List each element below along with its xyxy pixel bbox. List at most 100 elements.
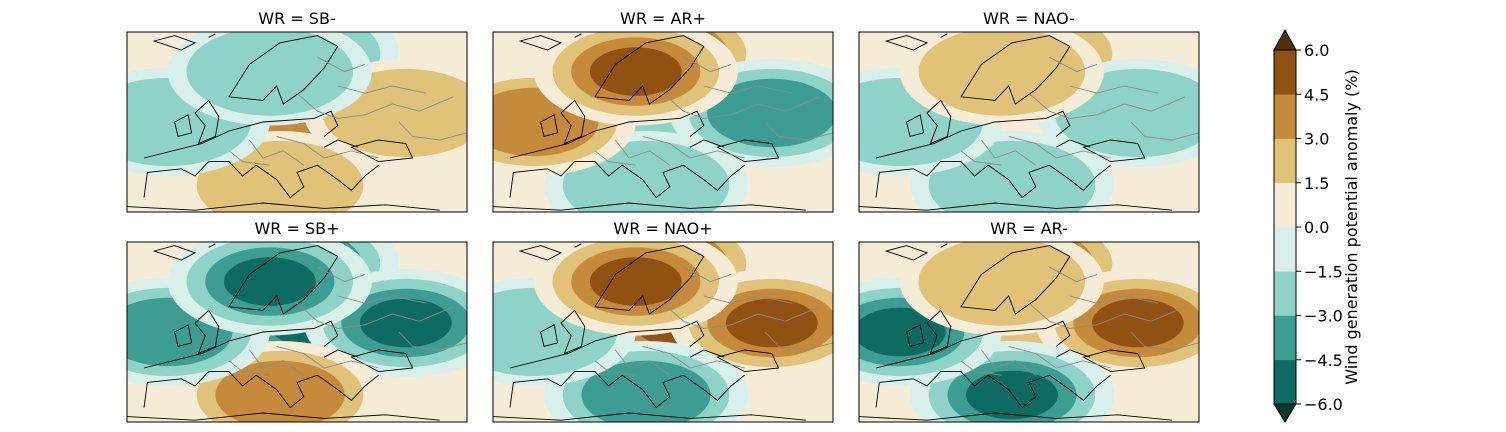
country-border <box>981 139 1037 166</box>
country-border <box>228 150 270 166</box>
map-frame <box>126 31 468 213</box>
country-border <box>1008 135 1111 159</box>
map-panels: WR = SB- WR = AR+ WR = NAO- WR = SB+ WR = NA… <box>126 9 1200 423</box>
country-border <box>594 360 636 376</box>
country-border <box>398 121 467 141</box>
country-border <box>276 345 379 369</box>
coastline <box>143 320 339 369</box>
coastline <box>1082 349 1146 373</box>
colorbar-ticks: 6.0 4.5 3.0 1.5 0.0 −1.5 −3.0 −4.5 −6.0 <box>1296 41 1343 414</box>
country-border <box>1028 302 1186 329</box>
coastline <box>875 161 1111 199</box>
coastline <box>960 35 1071 105</box>
colorbar-tick-label: 4.5 <box>1304 85 1329 104</box>
colorbar-segment <box>1274 50 1296 95</box>
anomaly-field <box>493 32 833 212</box>
colorbar-segment <box>1274 138 1296 184</box>
colorbar-extend-under <box>1273 403 1297 423</box>
coastline <box>875 320 1071 369</box>
anomaly-contour <box>918 242 1086 326</box>
country-border <box>683 266 732 283</box>
country-border <box>296 302 454 329</box>
anomaly-contour <box>1110 308 1166 338</box>
colorbar-segment <box>1274 182 1296 228</box>
country-border <box>317 56 366 73</box>
anomaly-field <box>859 32 1199 212</box>
country-border <box>337 295 427 304</box>
country-border <box>337 85 427 94</box>
map-panel: WR = NAO- <box>858 9 1200 213</box>
coastline <box>1055 349 1091 358</box>
country-border <box>1008 345 1111 369</box>
coastline <box>509 161 745 199</box>
coastline <box>518 35 563 51</box>
country-border <box>1049 266 1098 283</box>
anomaly-contour <box>744 308 799 338</box>
map-panel: WR = SB- <box>126 9 468 213</box>
coastline <box>540 114 559 137</box>
country-border <box>981 349 1037 376</box>
panel-title: WR = AR- <box>990 219 1068 238</box>
coastline <box>1055 139 1091 148</box>
anomaly-contour <box>859 307 946 357</box>
coastline <box>906 324 925 347</box>
colorbar-segment <box>1274 227 1296 272</box>
country-border <box>764 331 833 351</box>
anomaly-contour <box>589 47 682 96</box>
country-border <box>1130 331 1199 351</box>
colorbar-segment <box>1274 271 1296 316</box>
colorbar-tick-label: −6.0 <box>1304 395 1343 414</box>
map-panel: WR = AR- <box>858 219 1200 423</box>
coastline <box>228 35 339 105</box>
country-border <box>960 360 1002 376</box>
coastline <box>1082 139 1146 163</box>
colorbar: 6.0 4.5 3.0 1.5 0.0 −1.5 −3.0 −4.5 −6.0 Wind gen… <box>1273 28 1361 423</box>
anomaly-field <box>493 242 833 422</box>
coastline <box>560 99 586 145</box>
coastline <box>174 114 193 137</box>
panel-title: WR = SB+ <box>254 219 339 238</box>
coastline <box>152 245 197 261</box>
colorbar-tick-label: −4.5 <box>1304 351 1343 370</box>
country-border <box>703 295 793 304</box>
map-frame <box>492 241 834 423</box>
coastline <box>493 202 806 211</box>
coastline <box>143 161 379 199</box>
anomaly-contour <box>378 308 433 338</box>
map-frame <box>492 31 834 213</box>
coastline <box>906 114 925 137</box>
country-border <box>1069 295 1159 304</box>
coastline <box>594 35 705 105</box>
anomaly-contour <box>918 32 1086 116</box>
coastline <box>194 99 220 145</box>
colorbar-segments <box>1274 50 1296 405</box>
colorbar-tick-label: 3.0 <box>1304 130 1329 149</box>
country-border <box>662 302 820 329</box>
map-frame <box>858 241 1200 423</box>
coastline <box>127 202 440 211</box>
colorbar-label: Wind generation potential anomaly (%) <box>1342 69 1361 384</box>
country-border <box>960 150 1002 166</box>
country-border <box>662 92 820 119</box>
coastline <box>940 33 948 38</box>
coastline <box>194 309 220 355</box>
country-border <box>764 121 833 141</box>
coastline <box>689 139 725 148</box>
coastline <box>560 309 586 355</box>
country-border <box>683 56 732 73</box>
panel-title: WR = NAO+ <box>613 219 712 238</box>
coastline <box>540 324 559 347</box>
panel-title: WR = SB- <box>258 9 335 28</box>
coastline <box>350 139 414 163</box>
coastline <box>859 412 1172 421</box>
country-border <box>1049 56 1098 73</box>
colorbar-tick-label: 1.5 <box>1304 174 1329 193</box>
panel-title: WR = NAO- <box>983 9 1075 28</box>
coastline <box>574 33 582 38</box>
coastline <box>689 349 725 358</box>
country-border <box>249 349 305 376</box>
anomaly-field <box>127 242 467 422</box>
anomaly-contour <box>242 267 297 296</box>
coastline <box>884 35 929 51</box>
